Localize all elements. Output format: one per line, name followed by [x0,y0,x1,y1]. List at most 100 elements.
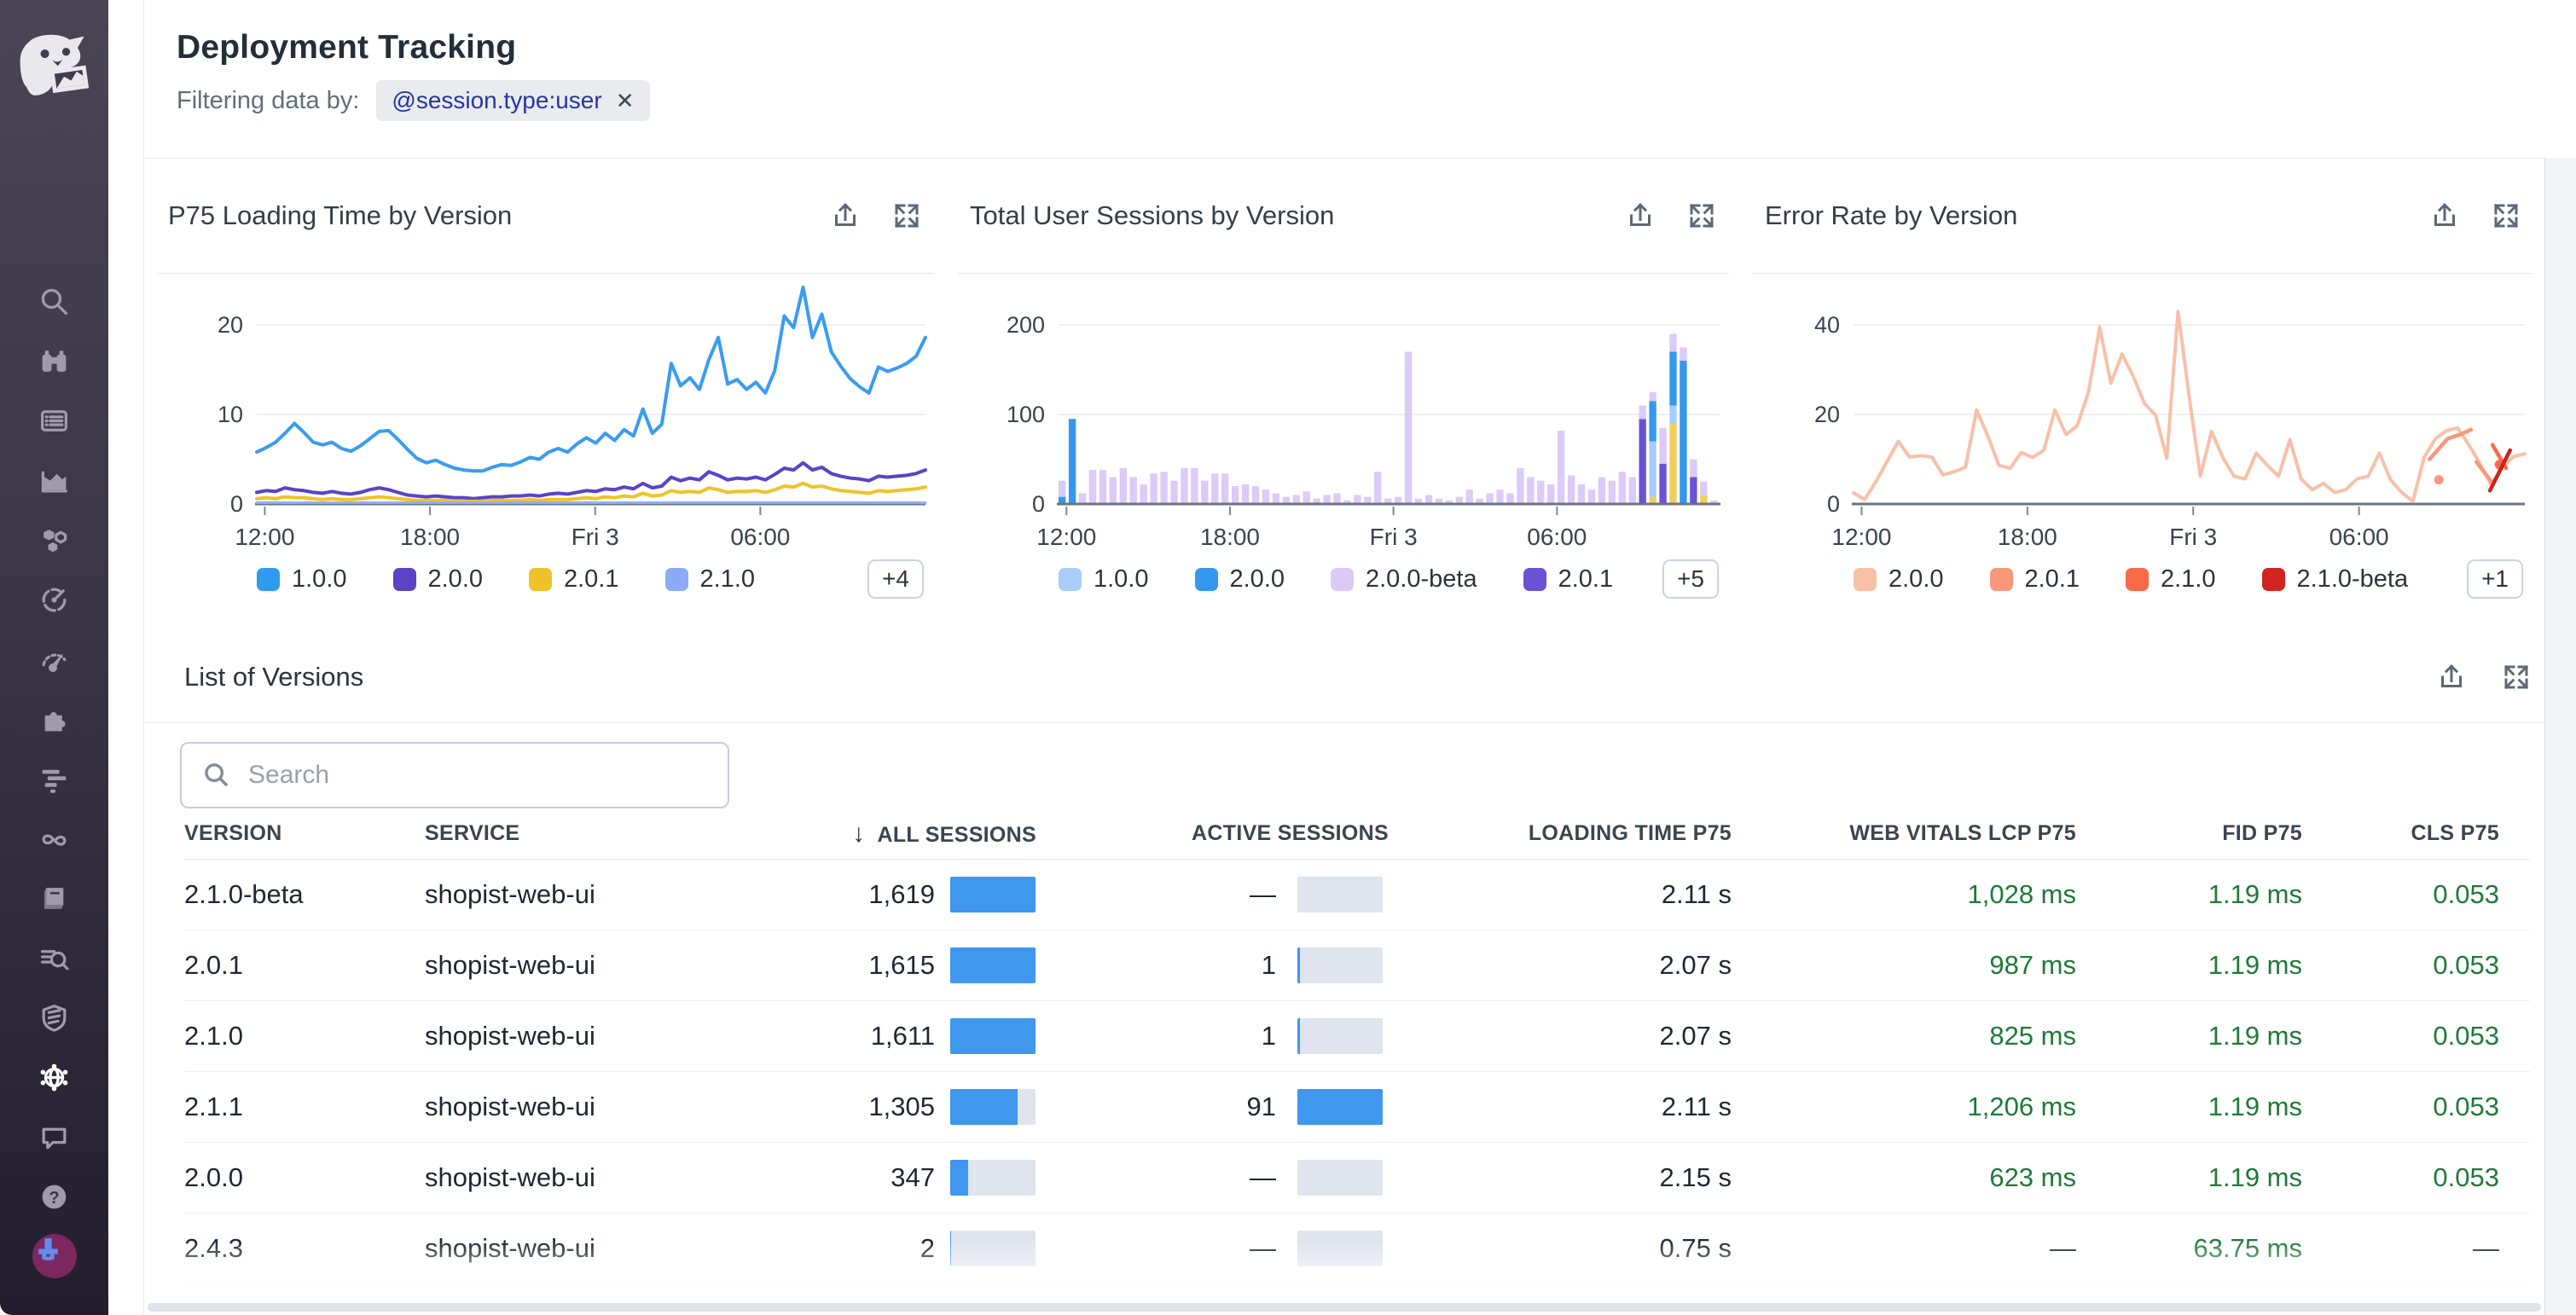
filter-chip[interactable]: @session.type:user ✕ [376,80,650,121]
table-row[interactable]: 2.1.0 shopist-web-ui 1,611 1 2.07 s 825 ms 1.1… [184,1001,2530,1072]
sidebar-item-notebooks[interactable] [0,868,108,928]
legend-item[interactable]: 1.0.0 [257,565,347,594]
legend-item[interactable]: 2.0.0 [1854,565,1944,594]
loading-time-cell: 2.11 s [1661,1092,1732,1121]
chart-plot[interactable]: 0 20 40 12:00 18:00 Fri 3 06:00 [1741,274,2545,559]
right-scroll-gutter[interactable] [2544,158,2576,1315]
charts-row: P75 Loading Time by Version 0 10 20 12:00 18… [144,158,2545,631]
sidebar-item-feedback[interactable] [0,1107,108,1167]
column-header-active_sessions[interactable]: ACTIVE SESSIONS [1192,821,1389,845]
fid-cell: 1.19 ms [2208,950,2302,980]
column-header-fid[interactable]: FID P75 [2222,821,2302,845]
column-header-lcp[interactable]: WEB VITALS LCP P75 [1849,821,2076,845]
sidebar: ? [0,0,108,1315]
legend-more-button[interactable]: +1 [2467,559,2523,599]
search-input[interactable] [247,760,711,791]
sidebar-item-events[interactable] [0,391,108,450]
legend-item[interactable]: 2.0.1 [529,565,619,594]
legend-item[interactable]: 2.0.0 [392,565,483,594]
legend-item[interactable]: 2.0.0 [1194,565,1285,594]
column-header-all_sessions[interactable]: ↓ ALL SESSIONS [852,819,1036,848]
loading-time-cell: 2.15 s [1659,1162,1732,1192]
export-icon[interactable] [1622,197,1659,235]
column-header-version[interactable]: VERSION [184,821,282,845]
legend-item[interactable]: 2.1.0 [664,565,755,594]
fid-cell: 63.75 ms [2193,1233,2302,1263]
chart-plot[interactable]: 0 100 200 12:00 18:00 Fri 3 06:00 [946,274,1741,559]
search-box[interactable] [180,742,729,808]
table-header-row: VERSION SERVICE ↓ ALL SESSIONS ACTIVE SESSIO… [184,808,2530,860]
sidebar-item-infrastructure[interactable] [0,510,108,570]
legend-item[interactable]: 2.0.1 [1989,565,2080,594]
sidebar-item-metrics[interactable] [0,450,108,510]
chart-plot[interactable]: 0 10 20 12:00 18:00 Fri 3 06:00 [144,274,946,559]
sidebar-item-watchdog[interactable] [0,331,108,391]
all-sessions-value: 1,619 [868,879,935,909]
list-of-versions-header: List of Versions [144,631,2576,723]
datadog-logo[interactable] [10,20,99,121]
export-icon[interactable] [2426,197,2463,235]
table-row[interactable]: 2.4.3 shopist-web-ui 2 — 0.75 s — 63.75 ms — [184,1214,2530,1284]
svg-text:40: 40 [1814,312,1840,338]
svg-text:12:00: 12:00 [1831,524,1891,550]
sidebar-item-user[interactable] [0,1226,108,1286]
column-header-cls[interactable]: CLS P75 [2411,821,2499,845]
table-row[interactable]: 2.1.1 shopist-web-ui 1,305 91 2.11 s 1,206 ms… [184,1072,2530,1143]
active-sessions-bar-cell [1276,1018,1418,1054]
sidebar-item-logs[interactable] [0,928,108,988]
legend-item[interactable]: 2.0.1 [1523,565,1613,594]
export-icon[interactable] [827,197,864,235]
chart-title: Error Rate by Version [1765,200,2018,230]
legend-swatch [2261,567,2285,591]
expand-icon[interactable] [2487,197,2525,235]
loading-time-cell: 2.07 s [1659,1021,1732,1051]
notebook-icon [44,887,64,909]
sidebar-item-search[interactable] [0,271,108,331]
table-row[interactable]: 2.1.0-beta shopist-web-ui 1,619 — 2.11 s 1,02… [184,860,2530,930]
active-sessions-value: 1 [1261,950,1276,980]
datadog-dog-icon [20,34,89,96]
legend-item[interactable]: 2.1.0-beta [2261,565,2408,594]
legend-swatch [1523,567,1546,591]
legend-item[interactable]: 2.1.0 [2126,565,2216,594]
bar-fill [1297,947,1300,983]
sidebar-item-monitors[interactable] [0,570,108,629]
sidebar-item-rum[interactable] [0,1047,108,1107]
sidebar-item-traces[interactable] [0,749,108,808]
expand-icon[interactable] [1683,197,1720,235]
svg-text:18:00: 18:00 [1200,524,1260,550]
loading-time-cell: 2.11 s [1661,879,1732,909]
expand-icon[interactable] [2498,658,2535,696]
all-sessions-bar-cell [935,877,1059,912]
sidebar-item-ci-pipelines[interactable] [0,808,108,868]
binoculars-icon [42,350,67,372]
cls-cell: 0.053 [2433,1162,2499,1192]
legend-more-button[interactable]: +4 [867,559,924,599]
column-header-service[interactable]: SERVICE [425,821,520,845]
legend-item[interactable]: 2.0.0-beta [1331,565,1477,594]
expand-icon[interactable] [888,197,925,235]
export-icon[interactable] [2433,658,2470,696]
fid-cell: 1.19 ms [2208,1092,2302,1121]
legend-more-button[interactable]: +5 [1662,559,1719,599]
sidebar-item-security[interactable] [0,988,108,1047]
table-row[interactable]: 2.0.1 shopist-web-ui 1,615 1 2.07 s 987 ms 1.1… [184,930,2530,1001]
sort-desc-icon: ↓ [852,819,866,848]
svg-text:0: 0 [1032,491,1045,517]
column-header-loading[interactable]: LOADING TIME P75 [1528,821,1732,845]
sidebar-item-synthetics[interactable] [0,629,108,689]
close-icon[interactable]: ✕ [615,88,635,113]
table-body: 2.1.0-beta shopist-web-ui 1,619 — 2.11 s 1,02… [184,860,2530,1284]
active-sessions-bar [1297,1231,1383,1266]
sidebar-nav: ? [0,271,108,1286]
service-cell: shopist-web-ui [425,879,595,909]
horizontal-scrollbar[interactable] [148,1303,2541,1312]
svg-text:18:00: 18:00 [1998,524,2057,550]
infinity-icon [42,834,67,846]
lcp-cell: 1,206 ms [1967,1092,2076,1121]
legend-item[interactable]: 1.0.0 [1059,565,1149,594]
sidebar-item-help[interactable]: ? [0,1167,108,1226]
chart-header: P75 Loading Time by Version [156,159,934,274]
sidebar-item-integrations[interactable] [0,689,108,749]
table-row[interactable]: 2.0.0 shopist-web-ui 347 — 2.15 s 623 ms 1.19 … [184,1143,2530,1214]
